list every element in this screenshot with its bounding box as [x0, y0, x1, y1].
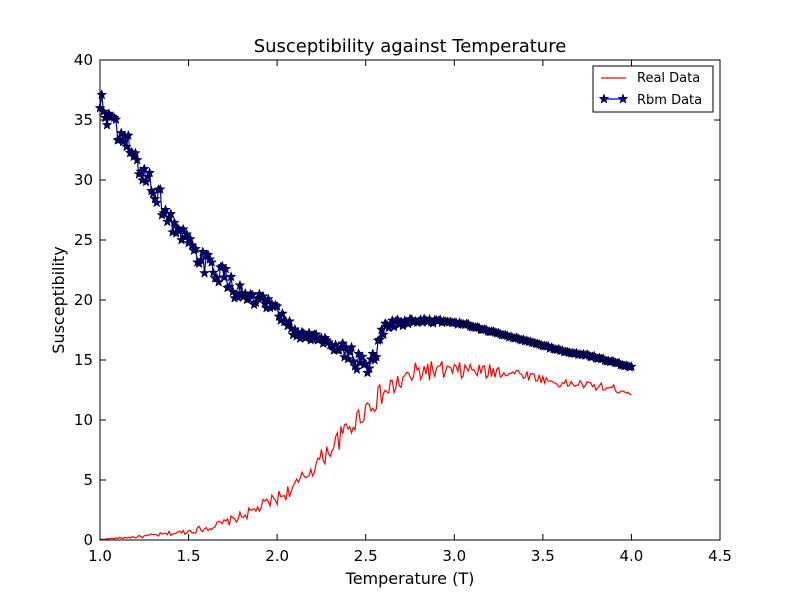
y-tick-label: 0 [83, 531, 93, 549]
data-point-star [377, 329, 389, 340]
data-point-star [257, 290, 269, 301]
data-point-star [310, 328, 322, 340]
data-point-star [225, 271, 237, 282]
data-point-star [96, 89, 108, 100]
data-point-star [181, 228, 193, 239]
x-tick-label: 4.5 [708, 547, 732, 565]
data-point-star [347, 355, 359, 366]
data-point-star [625, 360, 637, 372]
y-tick-label: 20 [74, 291, 93, 309]
data-point-star [177, 223, 189, 234]
y-tick-label: 40 [74, 51, 93, 69]
data-point-star [303, 327, 315, 338]
data-point-star [356, 351, 368, 362]
data-point-star [117, 136, 129, 147]
data-point-star [220, 263, 232, 274]
data-point-star [199, 267, 210, 278]
y-tick-label: 30 [74, 171, 93, 189]
data-point-star [337, 337, 349, 349]
data-point-star [165, 208, 177, 219]
y-tick-label: 15 [74, 351, 93, 369]
x-axis-label: Temperature (T) [345, 569, 475, 588]
data-point-star [289, 323, 301, 335]
legend-star-icon [617, 93, 629, 104]
data-point-star [110, 113, 122, 125]
data-point-star [168, 216, 180, 228]
data-point-star [223, 281, 235, 292]
y-axis-ticks: 0 5 10 15 20 25 30 35 40 [74, 51, 720, 549]
series-line [99, 361, 632, 540]
series-0 [99, 361, 632, 540]
data-point-star [342, 353, 354, 364]
data-point-star [206, 256, 218, 268]
y-axis-label: Susceptibility [49, 246, 68, 353]
x-tick-label: 2.5 [354, 547, 378, 565]
data-point-star [122, 129, 134, 141]
data-point-star [284, 315, 295, 326]
data-point-star [374, 333, 386, 345]
x-axis-ticks: 1.0 1.5 2.0 2.5 3.0 3.5 4.0 4.5 [88, 60, 732, 565]
x-tick-label: 1.5 [177, 547, 201, 565]
data-point-star [151, 196, 163, 208]
series-layer [94, 89, 637, 540]
data-point-star [363, 362, 375, 374]
y-tick-label: 35 [74, 111, 93, 129]
data-point-star [202, 249, 214, 260]
y-tick-label: 25 [74, 231, 93, 249]
x-tick-label: 3.5 [531, 547, 555, 565]
data-point-star [131, 154, 143, 165]
plot-frame [99, 59, 721, 541]
x-tick-label: 2.0 [265, 547, 289, 565]
data-point-star [129, 147, 141, 158]
data-point-star [190, 243, 202, 254]
legend-rbm-marker [598, 93, 629, 104]
data-point-star [234, 279, 246, 291]
legend-star-icon [598, 93, 610, 104]
y-tick-label: 5 [83, 471, 93, 489]
data-point-star [346, 341, 357, 352]
data-point-star [144, 167, 156, 178]
plot-area [100, 60, 720, 540]
data-point-star [195, 254, 207, 265]
data-point-star [121, 141, 133, 152]
data-point-star [184, 233, 196, 244]
data-point-star [138, 163, 150, 174]
data-point-star [239, 287, 251, 299]
legend: Real Data Rbm Data [592, 65, 714, 113]
legend-box [592, 65, 714, 113]
legend-rbm-label: Rbm Data [637, 93, 702, 108]
y-tick-label: 10 [74, 411, 93, 429]
data-point-star [370, 351, 382, 362]
legend-real-label: Real Data [637, 71, 700, 86]
data-point-star [154, 183, 166, 194]
x-tick-label: 3.0 [442, 547, 466, 565]
data-point-star [160, 204, 171, 215]
data-point-star [330, 339, 342, 350]
data-point-star [262, 293, 274, 304]
x-tick-label: 4.0 [619, 547, 643, 565]
data-point-star [351, 363, 363, 375]
series-1 [94, 89, 637, 378]
data-point-star [101, 119, 113, 130]
data-point-star [207, 266, 219, 278]
data-point-star [271, 300, 283, 312]
data-point-star [259, 297, 271, 309]
chart-title: Susceptibility against Temperature [254, 36, 567, 57]
x-tick-label: 1.0 [88, 547, 112, 565]
data-point-star [277, 307, 288, 319]
